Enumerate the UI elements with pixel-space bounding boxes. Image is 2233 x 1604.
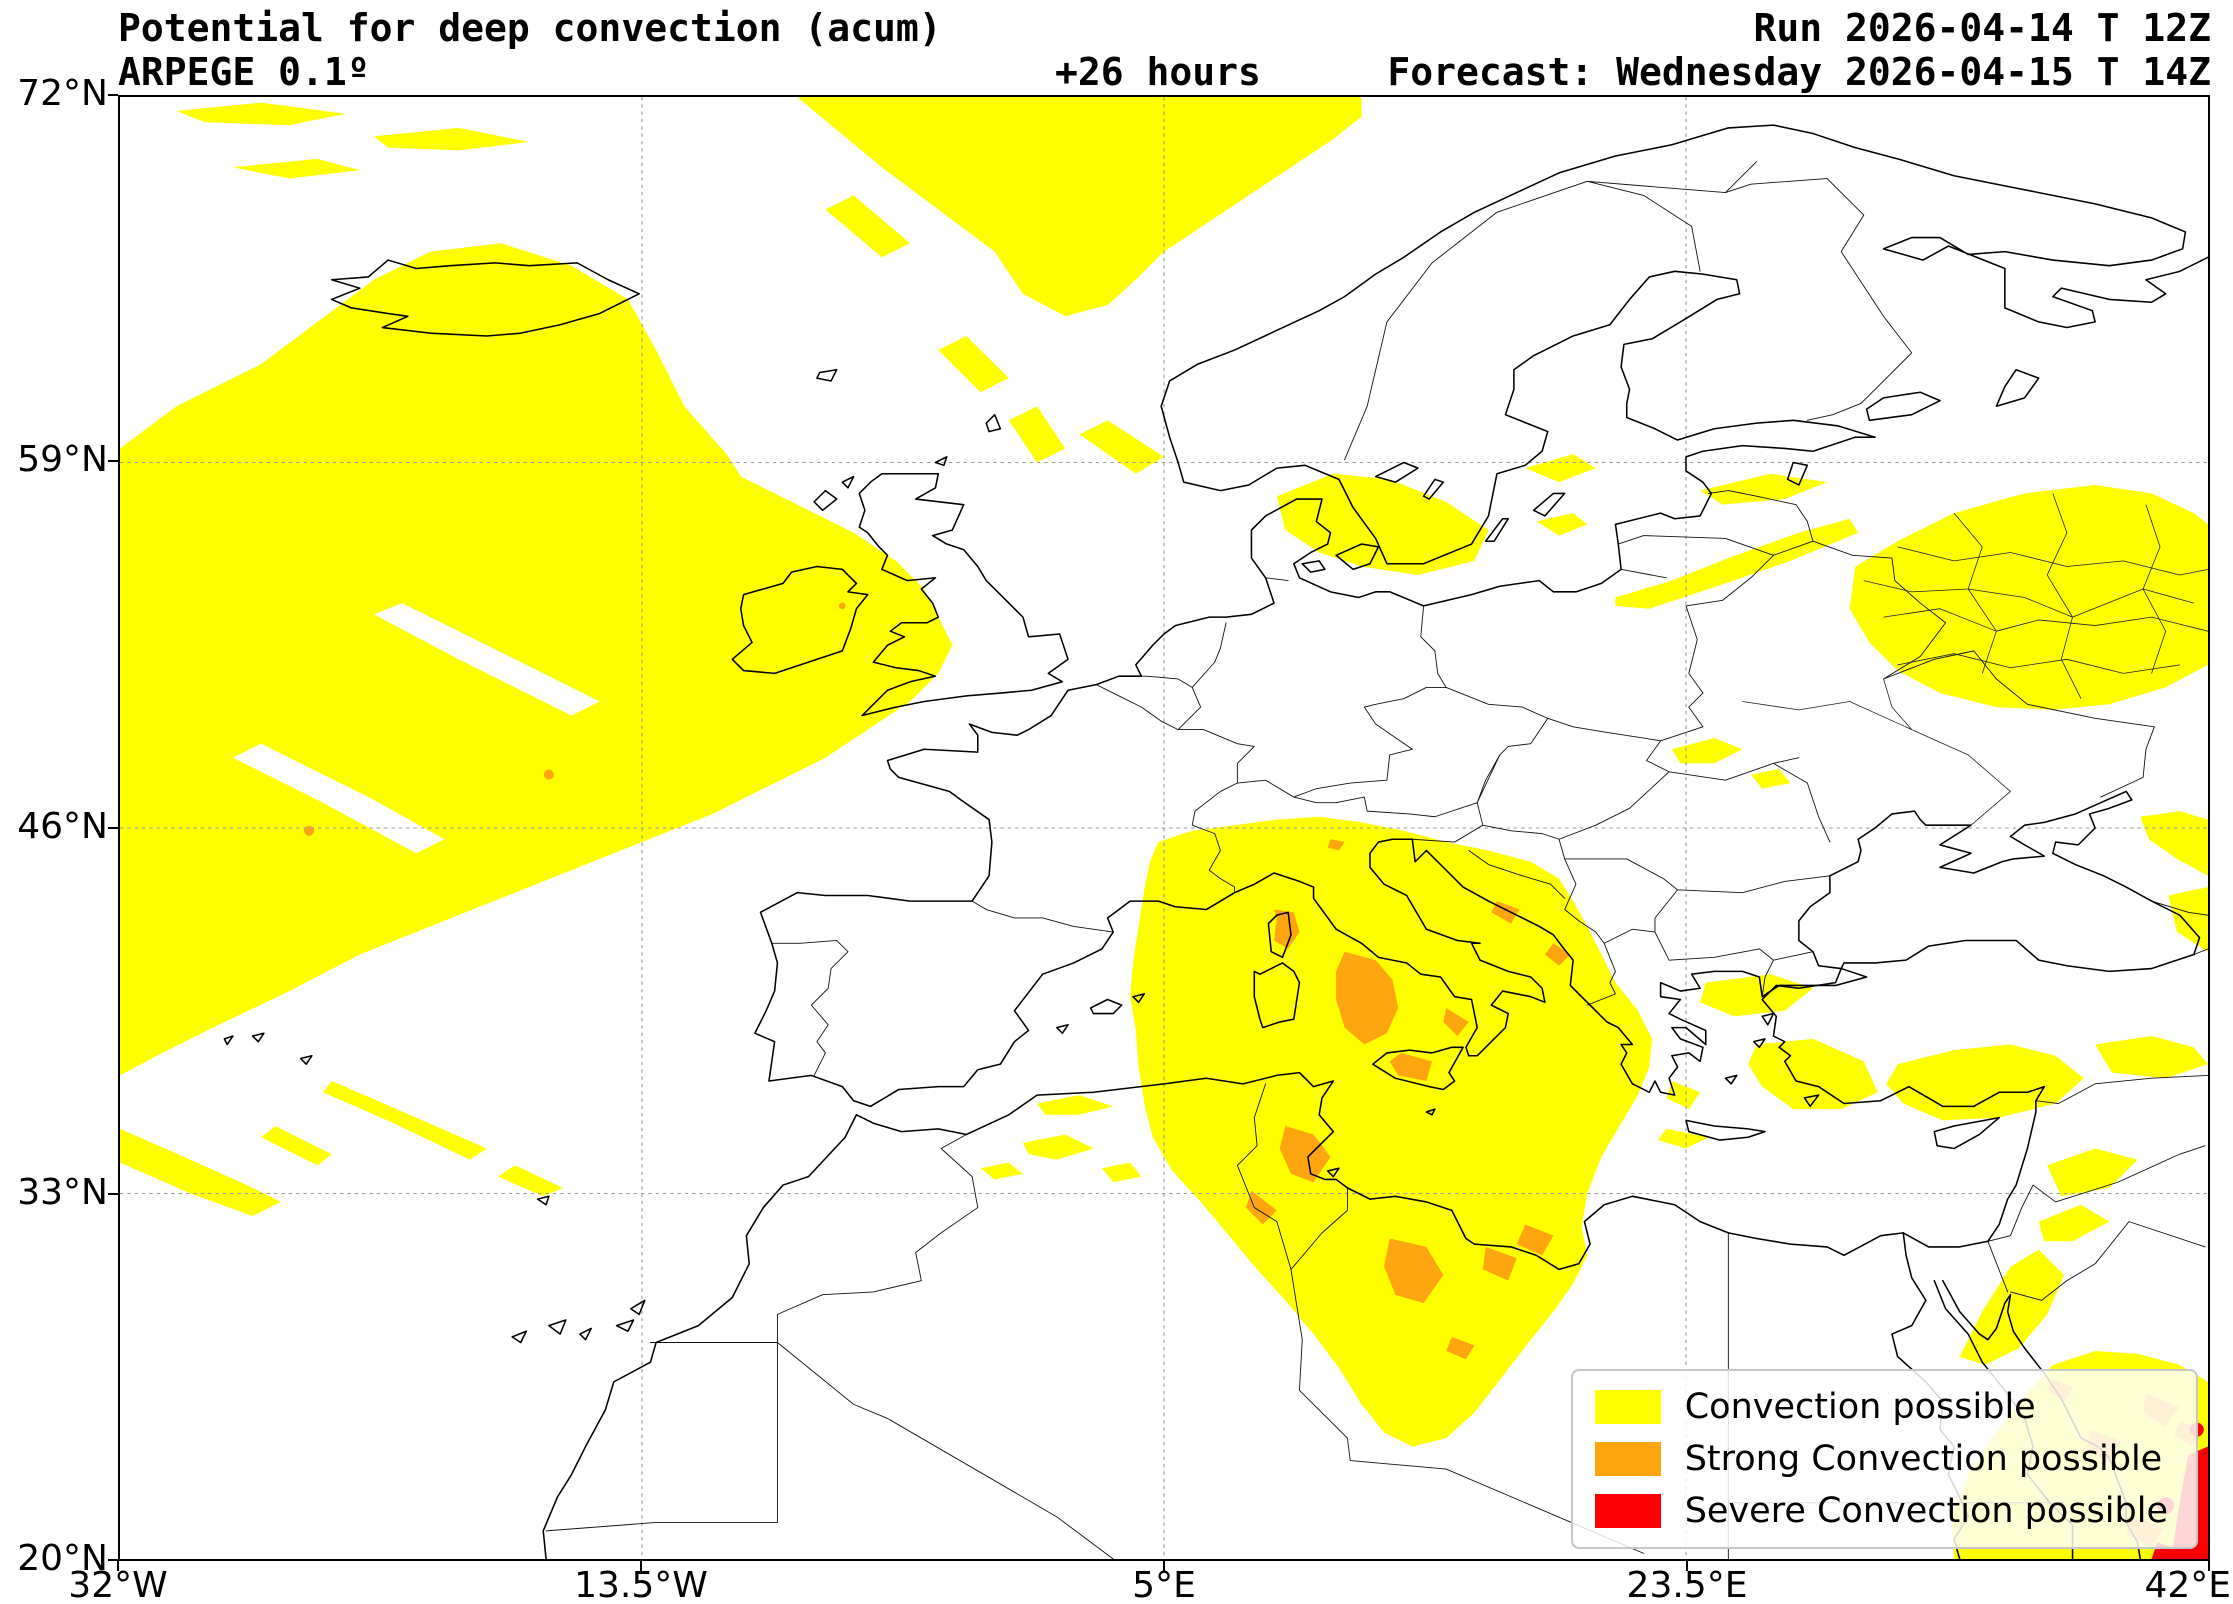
map-title: Potential for deep convection (acum) [118,6,942,50]
y-tick-label: 46°N [17,806,108,847]
x-tick-label: 32°W [68,1565,168,1604]
map-legend: Convection possible Strong Convection po… [1570,1369,2198,1549]
y-tick [108,1193,118,1195]
run-label: Run 2026-04-14 T 12Z [1753,6,2211,50]
x-tick [1686,1561,1688,1571]
lead-time-label: +26 hours [1055,50,1261,94]
legend-item: Severe Convection possible [1594,1491,2168,1531]
legend-swatch-strong [1594,1442,1661,1476]
borders-layer [545,161,2208,1559]
gridlines-layer [120,97,2208,1559]
legend-label-severe: Severe Convection possible [1684,1491,2168,1531]
legend-item: Convection possible [1594,1387,2168,1427]
x-tick [2208,1561,2210,1571]
y-tick [108,460,118,462]
legend-swatch-severe [1594,1494,1661,1528]
y-tick-label: 33°N [17,1172,108,1213]
y-tick [108,1559,118,1561]
y-tick [108,94,118,96]
x-tick-label: 13.5°W [574,1565,708,1604]
strong-convection-layer [303,602,2203,1548]
legend-item: Strong Convection possible [1594,1439,2168,1479]
map-canvas [120,97,2208,1559]
yellow-texture-gaps [232,603,600,854]
model-label: ARPEGE 0.1º [118,50,370,94]
admin-regions-lattice [1742,493,2208,826]
x-tick [1163,1561,1165,1571]
legend-swatch-convection [1594,1390,1661,1424]
y-tick [108,827,118,829]
legend-label-strong: Strong Convection possible [1684,1439,2163,1479]
x-tick-label: 5°E [1132,1565,1196,1604]
x-tick [640,1561,642,1571]
y-tick-label: 20°N [17,1538,108,1579]
x-tick-label: 42°E [2144,1565,2231,1604]
y-tick-label: 59°N [17,439,108,480]
map-plot-area: Convection possible Strong Convection po… [118,95,2210,1561]
legend-label-convection: Convection possible [1684,1387,2036,1427]
forecast-label: Forecast: Wednesday 2026-04-15 T 14Z [1387,50,2211,94]
x-tick-label: 23.5°E [1626,1565,1748,1604]
y-tick-label: 72°N [17,73,108,114]
x-tick [117,1561,119,1571]
